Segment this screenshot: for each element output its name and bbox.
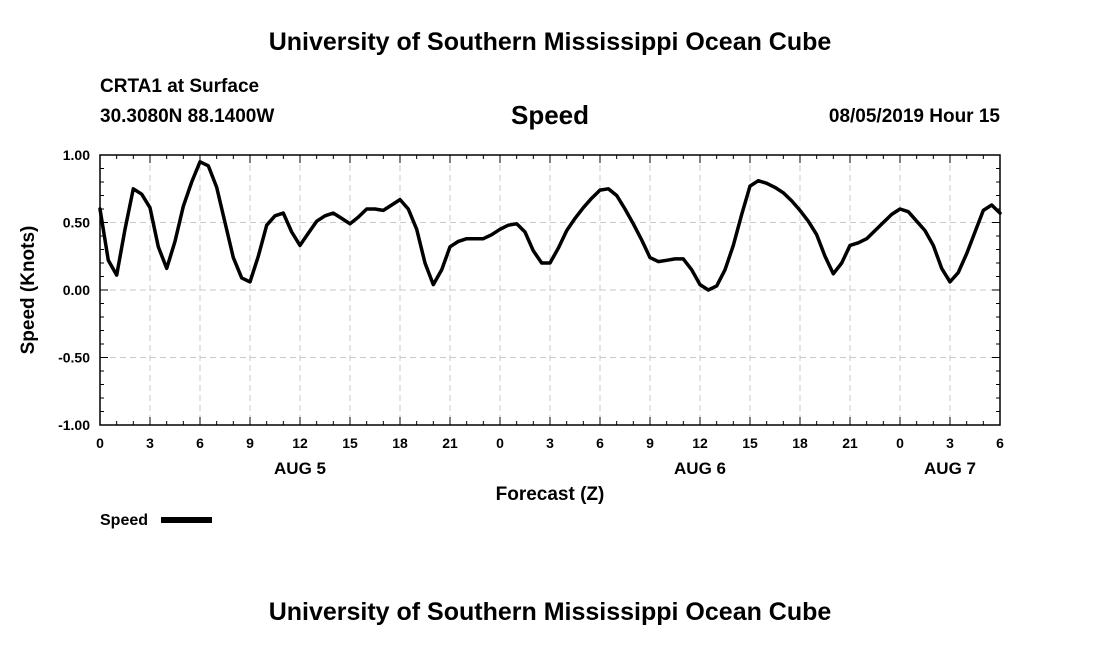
x-tick-label: 12 (692, 435, 708, 451)
x-tick-label: 3 (146, 435, 154, 451)
y-tick-label: 0.00 (63, 282, 90, 298)
x-tick-label: 9 (246, 435, 254, 451)
y-tick-label: 0.50 (63, 215, 90, 231)
y-axis-title: Speed (Knots) (18, 226, 39, 355)
legend-label: Speed (100, 512, 148, 529)
day-label: AUG 5 (274, 459, 326, 478)
x-tick-label: 6 (196, 435, 204, 451)
x-tick-label: 3 (546, 435, 554, 451)
page-title: University of Southern Mississippi Ocean… (268, 28, 832, 56)
x-tick-label: 6 (996, 435, 1004, 451)
day-label: AUG 6 (674, 459, 726, 478)
x-tick-label: 0 (96, 435, 104, 451)
day-label: AUG 7 (924, 459, 976, 478)
datetime-label: 08/05/2019 Hour 15 (828, 106, 1000, 127)
x-tick-labels: 0 3 6 9 12 15 18 21 0 3 6 9 12 15 18 21 0 3 6 (96, 435, 1004, 451)
x-tick-label: 15 (342, 435, 358, 451)
x-tick-label: 12 (292, 435, 308, 451)
y-tick-label: -0.50 (58, 350, 90, 366)
x-tick-label: 0 (496, 435, 504, 451)
chart-title: Speed (510, 100, 590, 130)
x-tick-label: 21 (442, 435, 458, 451)
x-tick-label: 3 (946, 435, 954, 451)
plot-frame (99, 154, 1001, 426)
x-tick-label: 18 (792, 435, 808, 451)
y-tick-labels: -1.00 -0.50 0.00 0.50 1.00 (58, 147, 90, 433)
x-tick-label: 0 (896, 435, 904, 451)
x-tick-label: 18 (392, 435, 408, 451)
station-label: CRTA1 at Surface (100, 76, 260, 97)
footer-title: University of Southern Mississippi Ocean… (268, 598, 832, 626)
x-tick-label: 21 (842, 435, 858, 451)
coordinates-label: 30.3080N 88.1400W (100, 106, 275, 127)
x-axis-title: Forecast (Z) (496, 484, 605, 505)
speed-series-line (98, 160, 1002, 292)
y-tick-label: -1.00 (58, 417, 90, 433)
grid (100, 155, 1000, 425)
x-tick-label: 9 (646, 435, 654, 451)
day-labels: AUG 5 AUG 6 AUG 7 (274, 459, 976, 478)
y-tick-label: 1.00 (63, 147, 90, 163)
x-tick-label: 15 (742, 435, 758, 451)
legend-swatch (161, 517, 212, 523)
x-tick-label: 6 (596, 435, 604, 451)
